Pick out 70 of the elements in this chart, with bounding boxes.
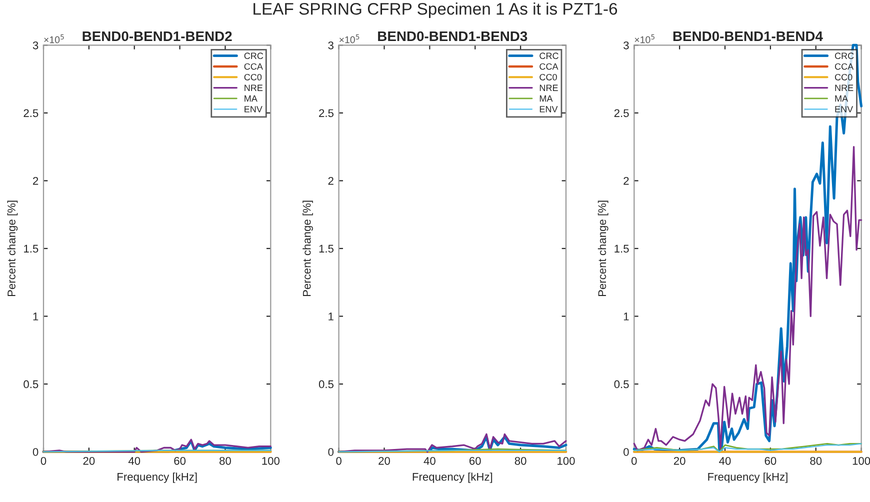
legend-label: CRC xyxy=(834,52,854,60)
y-axis-title: Percent change [%] xyxy=(302,200,313,296)
x-tick-label: 100 xyxy=(852,456,870,465)
x-tick-label: 40 xyxy=(719,456,731,465)
x-tick-label: 40 xyxy=(424,456,436,465)
x-tick-label: 0 xyxy=(336,456,342,465)
text: ×10$^{5}$ xyxy=(44,34,64,44)
y-axis-title: Percent change [%] xyxy=(7,200,18,296)
y-tick-label: 3 xyxy=(328,41,334,50)
y-tick-label: 1.5 xyxy=(24,244,38,253)
x-tick-label: 60 xyxy=(764,456,776,465)
x-tick-label: 0 xyxy=(631,456,637,465)
y-tick-label: 2.5 xyxy=(614,109,629,118)
legend-label: MA xyxy=(244,95,258,102)
legend-label: CC0 xyxy=(834,74,852,80)
y-tick-label: 0 xyxy=(328,448,334,456)
y-tick-label: 0 xyxy=(624,448,629,456)
legend-label: NRE xyxy=(540,84,558,91)
y-tick-label: 0 xyxy=(32,448,38,456)
text: ×10$^{5}$ xyxy=(339,34,360,44)
text: LEAF SPRING CFRP Specimen 1 As it is PZT1-6 xyxy=(254,2,618,18)
y-tick-label: 1 xyxy=(33,312,38,320)
y-tick-label: 3 xyxy=(32,41,38,50)
y-tick-label: 2.5 xyxy=(24,109,38,118)
y-tick-label: 2 xyxy=(624,176,629,185)
chart-title: BEND0-BEND1-BEND4 xyxy=(673,31,823,42)
legend-label: ENV xyxy=(540,106,558,112)
legend-label: CCA xyxy=(244,63,263,70)
legend-label: CRC xyxy=(540,52,558,60)
x-tick-label: 20 xyxy=(674,456,686,465)
x-tick-label: 20 xyxy=(83,456,95,465)
x-tick-label: 20 xyxy=(378,456,390,465)
y-tick-label: 2.5 xyxy=(319,109,334,118)
chart-title: BEND0-BEND1-BEND2 xyxy=(82,31,232,42)
legend-label: ENV xyxy=(835,106,854,112)
legend-label: CCA xyxy=(540,63,558,70)
y-tick-label: 0.5 xyxy=(24,380,38,388)
legend-label: CC0 xyxy=(244,74,262,80)
x-tick-label: 60 xyxy=(470,456,481,465)
legend-label: MA xyxy=(835,95,848,102)
legend-label: NRE xyxy=(835,84,854,91)
x-tick-label: 80 xyxy=(514,456,526,465)
legend-label: CC0 xyxy=(540,74,557,80)
y-tick-label: 1 xyxy=(624,312,629,320)
x-tick-label: 40 xyxy=(128,456,140,465)
x-tick-label: 0 xyxy=(40,456,46,465)
y-tick-label: 1 xyxy=(328,312,334,320)
y-tick-label: 0.5 xyxy=(318,380,334,388)
x-axis-title: Frequency [kHz] xyxy=(708,472,788,483)
legend-label: MA xyxy=(540,95,553,102)
y-tick-label: 3 xyxy=(624,41,629,50)
x-tick-label: 80 xyxy=(220,456,231,465)
x-tick-label: 100 xyxy=(558,456,575,465)
legend-label: CCA xyxy=(834,63,854,70)
text: ×10$^{5}$ xyxy=(634,34,654,44)
legend-label: CRC xyxy=(244,52,264,60)
legend-label: ENV xyxy=(244,106,262,112)
chart-title: BEND0-BEND1-BEND3 xyxy=(378,31,528,42)
x-axis-title: Frequency [kHz] xyxy=(412,472,492,483)
x-tick-label: 100 xyxy=(262,456,280,465)
x-axis-title: Frequency [kHz] xyxy=(118,472,197,483)
y-tick-label: 1.5 xyxy=(614,244,629,253)
y-tick-label: 2 xyxy=(328,176,334,185)
y-axis-title: Percent change [%] xyxy=(598,200,608,296)
y-tick-label: 1.5 xyxy=(319,244,334,253)
y-tick-label: 0.5 xyxy=(614,380,629,388)
y-tick-label: 2 xyxy=(33,176,38,185)
x-tick-label: 60 xyxy=(174,456,186,465)
legend-label: NRE xyxy=(244,84,263,91)
x-tick-label: 80 xyxy=(810,456,822,465)
